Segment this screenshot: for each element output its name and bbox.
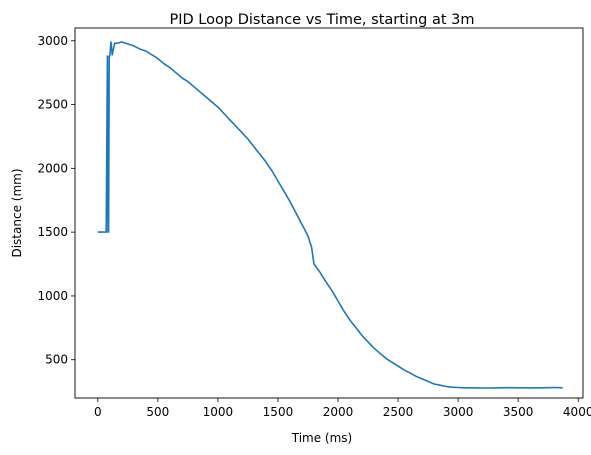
x-tick-label: 2500	[383, 405, 414, 419]
x-tick-label: 500	[146, 405, 169, 419]
x-axis-ticks: 0 500 1000 1500 2000 2500 3000 3500 4000	[94, 398, 591, 419]
y-tick-label: 500	[45, 353, 68, 367]
plot-frame	[74, 27, 584, 399]
y-tick-label: 1500	[37, 225, 68, 239]
x-tick-label: 2000	[323, 405, 354, 419]
chart-title: PID Loop Distance vs Time, starting at 3…	[170, 12, 475, 28]
x-tick-label: 3500	[503, 405, 534, 419]
y-tick-label: 2000	[37, 161, 68, 175]
x-tick-label: 4000	[563, 405, 591, 419]
y-tick-label: 2500	[37, 98, 68, 112]
x-tick-label: 1000	[203, 405, 234, 419]
x-tick-label: 3000	[443, 405, 474, 419]
y-axis-ticks: 500 1000 1500 2000 2500 3000	[37, 34, 75, 367]
y-tick-label: 1000	[37, 289, 68, 303]
x-axis-title: Time (ms)	[291, 431, 353, 445]
y-tick-label: 3000	[37, 34, 68, 48]
y-axis-title: Distance (mm)	[10, 168, 24, 257]
x-tick-label: 0	[94, 405, 102, 419]
distance-series-line	[97, 41, 563, 389]
x-tick-label: 1500	[263, 405, 294, 419]
